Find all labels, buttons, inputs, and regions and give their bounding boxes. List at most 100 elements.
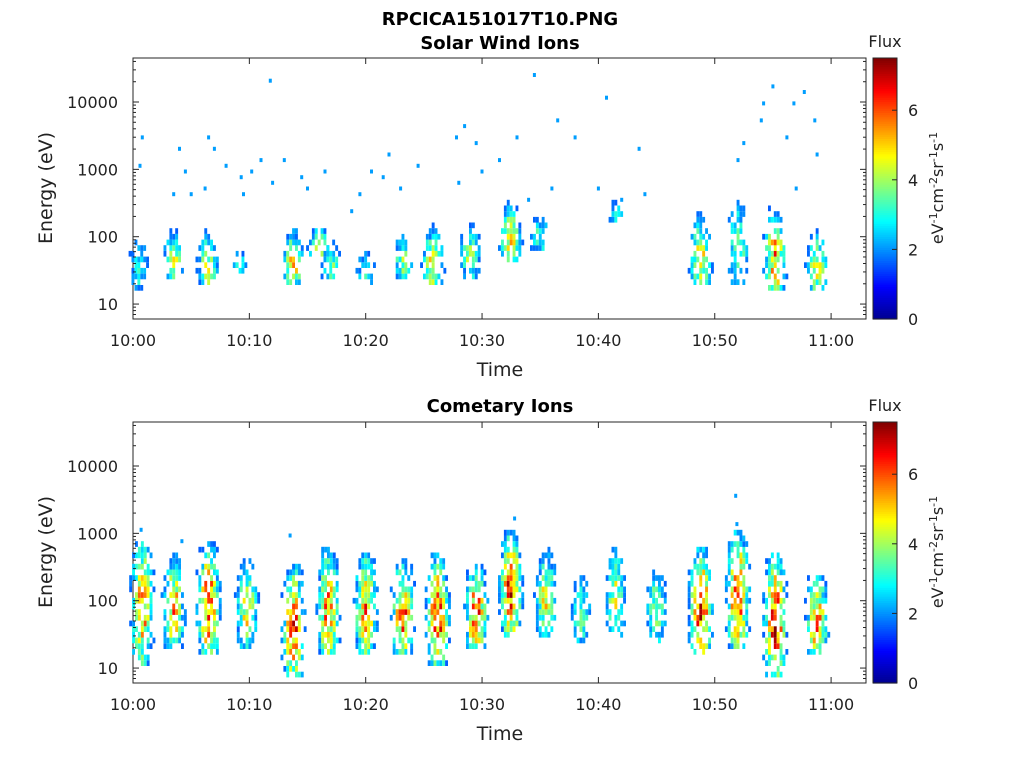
flux-pixel <box>770 631 774 638</box>
flux-pixel <box>471 273 475 280</box>
flux-pixel <box>410 597 414 604</box>
flux-pixel <box>515 614 519 621</box>
flux-pixel <box>614 216 618 223</box>
flux-point <box>759 118 763 123</box>
flux-pixel <box>541 603 545 610</box>
flux-pixel <box>742 580 746 587</box>
flux-pixel <box>169 569 173 576</box>
flux-pixel <box>289 631 293 638</box>
flux-pixel <box>213 620 216 627</box>
flux-pixel <box>818 631 822 638</box>
flux-pixel <box>541 614 545 621</box>
flux-pixel <box>395 649 399 655</box>
flux-pixel <box>779 654 783 661</box>
y-tick-label: 10000 <box>67 93 118 112</box>
flux-pixel <box>358 586 362 593</box>
flux-pixel <box>367 558 371 564</box>
flux-pixel <box>690 273 694 280</box>
flux-pixel <box>300 597 304 604</box>
flux-pixel <box>292 592 295 598</box>
flux-pixel <box>506 233 510 240</box>
colorbar-segment <box>873 310 897 314</box>
flux-pixel <box>430 654 434 661</box>
flux-pixel <box>321 569 325 576</box>
flux-pixel <box>733 228 737 234</box>
flux-pixel <box>361 614 365 621</box>
flux-pixel <box>195 603 199 610</box>
flux-pixel <box>178 563 181 570</box>
flux-pixel <box>776 211 780 217</box>
colorbar-segment <box>873 474 897 477</box>
flux-pixel <box>550 575 554 581</box>
flux-pixel <box>367 614 371 621</box>
flux-pixel <box>329 256 333 263</box>
flux-pixel <box>498 597 501 604</box>
flux-point <box>259 158 263 163</box>
colorbar-title: Flux <box>868 32 901 51</box>
flux-pixel <box>213 592 216 598</box>
flux-pixel <box>696 222 700 229</box>
flux-pixel <box>204 580 208 587</box>
colorbar-segment <box>873 511 897 514</box>
flux-pixel <box>329 637 333 644</box>
flux-pixel <box>702 546 706 553</box>
flux-pixel <box>201 239 205 246</box>
flux-pixel <box>742 586 746 593</box>
flux-pixel <box>730 279 734 285</box>
flux-pixel <box>367 575 371 581</box>
flux-pixel <box>248 580 252 587</box>
flux-pixel <box>407 614 411 621</box>
x-tick-label: 10:10 <box>226 331 272 350</box>
flux-pixel <box>693 626 697 632</box>
flux-pixel <box>506 535 510 542</box>
flux-pixel <box>213 626 216 632</box>
flux-pixel <box>705 245 708 251</box>
flux-pixel <box>515 563 519 570</box>
flux-pixel <box>207 597 211 604</box>
flux-pixel <box>143 620 147 627</box>
flux-pixel <box>295 626 298 632</box>
y-tick-label: 1000 <box>77 160 118 179</box>
flux-pixel <box>297 273 301 280</box>
flux-pixel <box>742 535 746 542</box>
flux-pixel <box>815 256 819 263</box>
flux-pixel <box>785 631 789 638</box>
flux-pixel <box>137 643 141 649</box>
flux-pixel <box>137 279 141 285</box>
flux-pixel <box>175 239 179 246</box>
flux-pixel <box>181 603 184 610</box>
flux-pixel <box>663 620 667 627</box>
flux-pixel <box>696 211 700 217</box>
flux-pixel <box>327 580 330 587</box>
flux-pixel <box>178 609 181 615</box>
flux-pixel <box>428 228 432 234</box>
flux-pixel <box>711 631 714 638</box>
flux-pixel <box>289 592 293 598</box>
flux-pixel <box>538 222 542 229</box>
flux-pixel <box>324 603 327 610</box>
flux-pixel <box>773 239 777 246</box>
flux-pixel <box>460 245 464 251</box>
flux-pixel <box>175 233 179 240</box>
flux-pixel <box>739 250 743 257</box>
flux-pixel <box>702 216 706 223</box>
flux-pixel <box>410 592 414 598</box>
flux-pixel <box>364 250 368 257</box>
flux-pixel <box>652 592 656 598</box>
flux-pixel <box>140 580 144 587</box>
flux-pixel <box>392 603 396 610</box>
flux-pixel <box>410 563 414 570</box>
flux-pixel <box>295 649 298 655</box>
flux-pixel <box>705 626 708 632</box>
flux-pixel <box>169 631 173 638</box>
flux-pixel <box>131 267 135 274</box>
flux-pixel <box>292 228 295 234</box>
flux-pixel <box>210 256 213 263</box>
x-tick-label: 10:20 <box>343 331 389 350</box>
flux-pixel <box>702 552 706 559</box>
flux-pixel <box>660 609 664 615</box>
flux-pixel <box>474 643 478 649</box>
flux-pixel <box>471 614 475 621</box>
flux-point <box>207 135 211 140</box>
colorbar-segment <box>873 90 897 94</box>
